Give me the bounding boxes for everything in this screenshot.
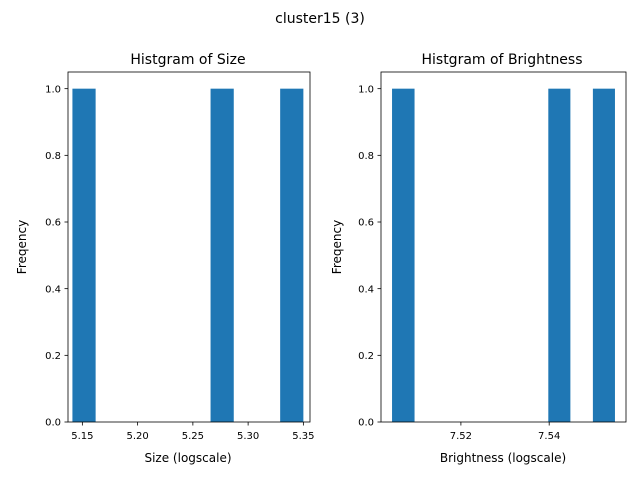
brightness-histogram-y-tick-label-2: 0.4 [358,284,374,295]
brightness-histogram-bar-9 [592,88,615,423]
brightness-histogram-y-tick-label-3: 0.6 [358,218,374,229]
figure-suptitle: cluster15 (3) [275,11,365,27]
size-histogram-x-tick-label-0: 5.15 [71,431,93,442]
brightness-histogram-y-label: Freqency [330,220,344,274]
size-histogram-y-tick-label-0: 0.0 [45,418,61,429]
size-histogram-x-ticks: 5.15 5.20 5.25 5.30 5.35 [71,422,315,442]
size-histogram-x-tick-label-1: 5.20 [126,431,148,442]
size-histogram-y-tick-label-2: 0.4 [45,284,61,295]
brightness-histogram-frame [380,71,627,423]
brightness-histogram-y-tick-label-4: 0.8 [358,151,374,162]
brightness-histogram-x-tick-label-0: 7.52 [450,431,472,442]
size-histogram-bars [72,88,304,423]
brightness-histogram-y-tick-label-0: 0.0 [358,418,374,429]
size-histogram-x-tick-label-2: 5.25 [182,431,204,442]
brightness-histogram-title: Histgram of Brightness [421,52,582,68]
brightness-histogram-axes: Histgram of Brightness 7.52 7.54 0.00.20.… [330,52,627,465]
size-histogram-x-tick-label-3: 5.30 [237,431,259,442]
size-histogram-y-label: Freqency [15,220,29,274]
size-histogram-title: Histgram of Size [130,52,245,68]
size-histogram-bar-6 [210,88,234,423]
size-histogram-y-tick-label-3: 0.6 [45,218,61,229]
brightness-histogram-y-tick-label-5: 1.0 [358,84,374,95]
brightness-histogram-bar-0 [392,88,415,423]
size-histogram-bar-0 [72,88,96,423]
size-histogram-x-label: Size (logscale) [144,451,231,465]
size-histogram-y-ticks: 0.0 0.2 0.4 0.6 0.8 1.0 [45,84,68,429]
brightness-histogram-bars [392,88,615,423]
brightness-histogram-y-tick-label-1: 0.2 [358,351,374,362]
brightness-histogram-x-label: Brightness (logscale) [440,451,566,465]
size-histogram-y-tick-label-1: 0.2 [45,351,61,362]
brightness-histogram-y-ticks: 0.0 0.2 0.4 0.6 0.8 1.0 [358,84,381,429]
size-histogram-y-tick-label-4: 0.8 [45,151,61,162]
size-histogram-x-tick-label-4: 5.35 [292,431,314,442]
size-histogram-bar-9 [280,88,304,423]
size-histogram-y-tick-label-5: 1.0 [45,84,61,95]
brightness-histogram-x-tick-label-1: 7.54 [538,431,560,442]
size-histogram-axes: Histgram of Size 5.15 5.20 5.25 5.30 5.35 0.… [15,52,315,465]
size-histogram-frame [67,71,311,423]
brightness-histogram-x-ticks: 7.52 7.54 [450,422,560,442]
brightness-histogram-bar-7 [548,88,571,423]
